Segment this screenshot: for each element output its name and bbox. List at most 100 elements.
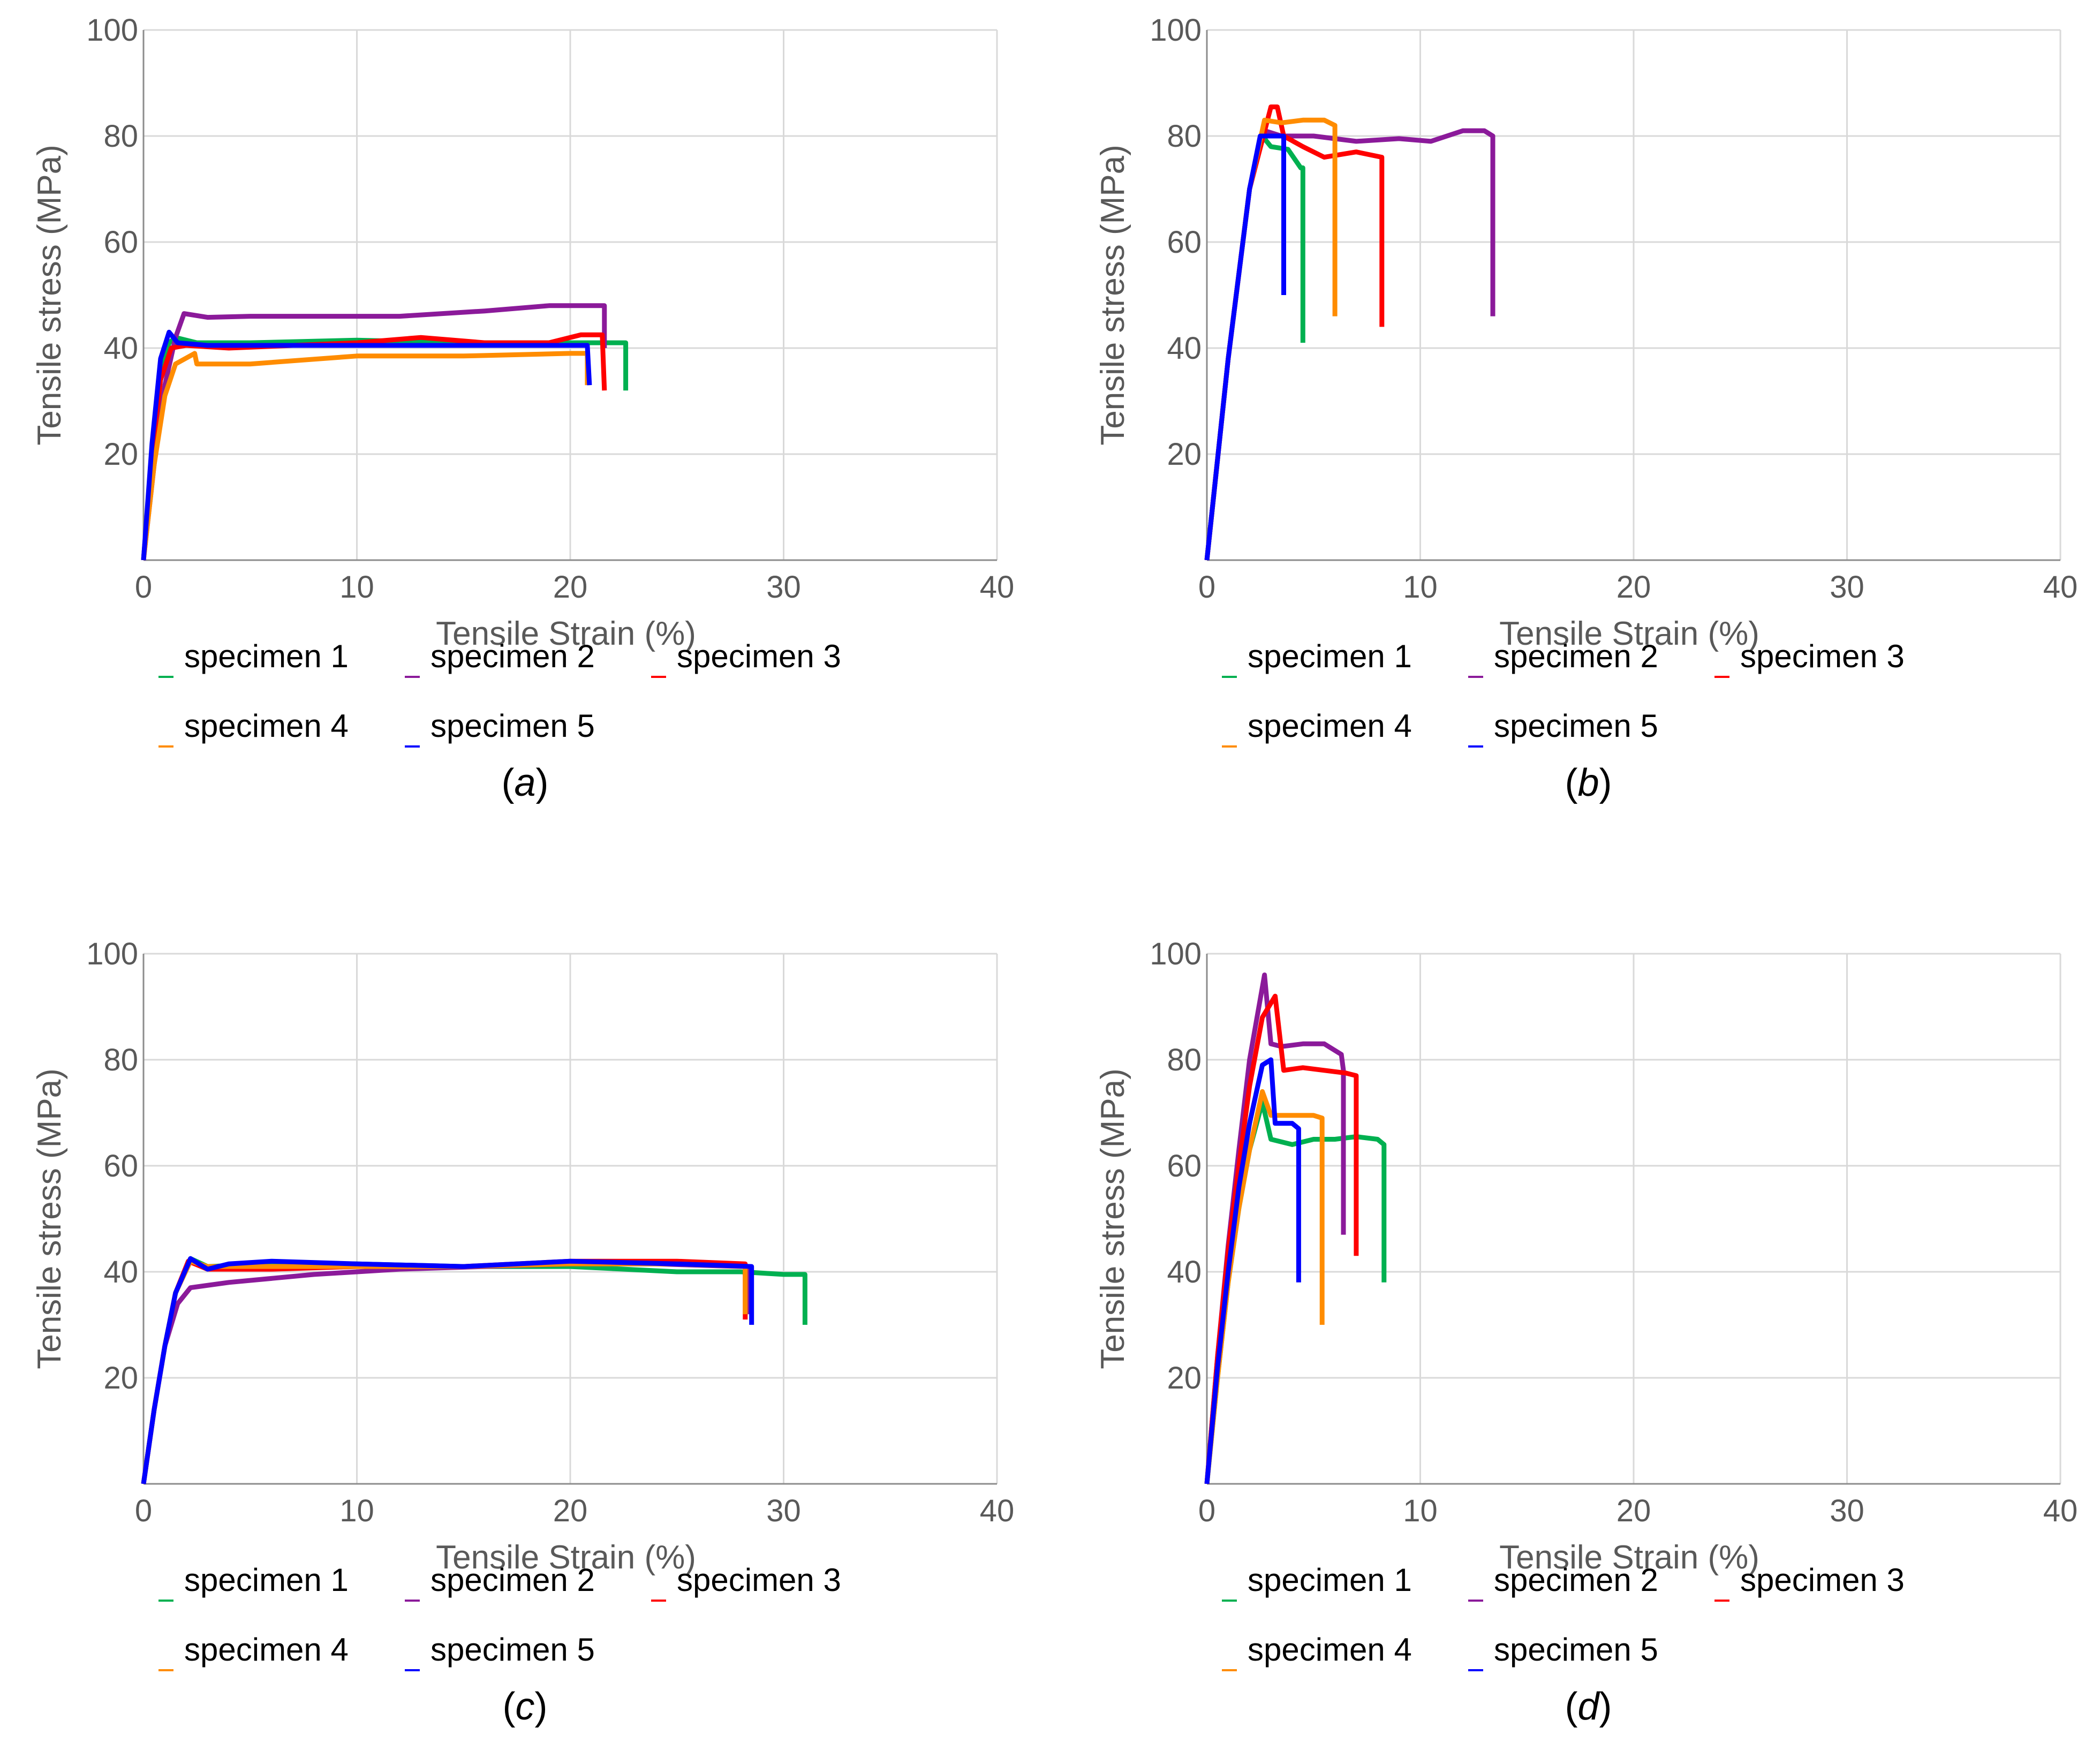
y-tick-label: 80 (1167, 119, 1202, 154)
y-tick-label: 80 (103, 1043, 138, 1077)
legend-label: specimen 5 (1494, 1632, 1658, 1668)
series-line-specimen-3 (141, 332, 607, 561)
series-line-specimen-1 (141, 1256, 807, 1484)
x-tick-label: 10 (339, 570, 374, 605)
legend-item-specimen-3: specimen 3 (651, 1562, 841, 1602)
x-axis-title: Tensile Strain (%) (436, 1539, 696, 1576)
legend-label: specimen 3 (1740, 1562, 1905, 1598)
series-line-specimen-2 (141, 303, 607, 561)
x-tick-label: 40 (2043, 1493, 2078, 1528)
legend-item-specimen-4: specimen 4 (1222, 1632, 1412, 1671)
y-tick-label: 60 (1167, 225, 1202, 260)
series-line-specimen-4 (1204, 117, 1338, 561)
chart-panel-a: 0 10 20 30 40 20 40 60 80 100 Tensile Strain (%) Te… (31, 13, 1014, 804)
legend-item-specimen-2: specimen 2 (405, 638, 595, 678)
x-axis-title: Tensile Strain (%) (1499, 615, 1759, 652)
x-tick-label: 20 (553, 570, 588, 605)
y-tick-label: 20 (103, 437, 138, 472)
legend-item-specimen-2: specimen 2 (405, 1562, 595, 1602)
legend-item-specimen-1: specimen 1 (1222, 1562, 1412, 1602)
y-tick-label: 60 (103, 225, 138, 260)
series-line-specimen-1 (141, 335, 629, 561)
legend-label: specimen 4 (184, 1632, 349, 1668)
x-tick-label: 0 (1198, 1493, 1215, 1528)
y-axis-title: Tensile stress (MPa) (1094, 1068, 1131, 1369)
y-tick-label: 40 (103, 331, 138, 366)
legend-label: specimen 4 (184, 708, 349, 744)
y-tick-label: 100 (1150, 937, 1202, 971)
legend-item-specimen-4: specimen 4 (158, 1632, 349, 1671)
y-tick-label: 100 (86, 13, 138, 48)
y-tick-label: 100 (1150, 13, 1202, 48)
legend-label: specimen 4 (1248, 1632, 1412, 1668)
x-axis-title: Tensile Strain (%) (436, 615, 696, 652)
x-tick-label: 20 (1616, 570, 1651, 605)
y-tick-label: 20 (1167, 437, 1202, 472)
series-line-specimen-5 (1204, 1057, 1301, 1484)
x-tick-label: 10 (1403, 570, 1438, 605)
x-tick-label: 40 (2043, 570, 2078, 605)
x-axis-title: Tensile Strain (%) (1499, 1539, 1759, 1576)
series-line-specimen-4 (141, 351, 590, 561)
legend-item-specimen-3: specimen 3 (1714, 638, 1905, 678)
panel-caption: (a) (502, 761, 549, 804)
x-tick-label: 0 (1198, 570, 1215, 605)
y-tick-label: 80 (1167, 1043, 1202, 1077)
panel-caption: (b) (1565, 761, 1612, 804)
legend-item-specimen-3: specimen 3 (1714, 1562, 1905, 1602)
legend-label: specimen 2 (1494, 1562, 1658, 1598)
chart-panel-c: 0 10 20 30 40 20 40 60 80 100 Tensile Strain (%) Te… (31, 937, 1014, 1728)
y-tick-label: 20 (103, 1361, 138, 1396)
legend-label: specimen 3 (1740, 638, 1905, 674)
legend-item-specimen-1: specimen 1 (1222, 638, 1412, 678)
y-axis-title: Tensile stress (MPa) (31, 1068, 68, 1369)
legend-item-specimen-5: specimen 5 (1468, 1632, 1658, 1671)
x-tick-label: 40 (980, 1493, 1015, 1528)
y-tick-label: 60 (1167, 1149, 1202, 1183)
series-line-specimen-2 (141, 1261, 750, 1484)
x-tick-label: 40 (980, 570, 1015, 605)
y-tick-label: 40 (1167, 331, 1202, 366)
x-tick-label: 10 (339, 1493, 374, 1528)
chart-panel-b: 0 10 20 30 40 20 40 60 80 100 Tensile Strain (%) Te… (1094, 13, 2078, 804)
series-line-specimen-3 (141, 1258, 748, 1484)
y-tick-label: 40 (1167, 1255, 1202, 1289)
legend-item-specimen-4: specimen 4 (1222, 708, 1412, 748)
legend-label: specimen 1 (1248, 1562, 1412, 1598)
x-tick-label: 10 (1403, 1493, 1438, 1528)
legend-item-specimen-1: specimen 1 (158, 1562, 349, 1602)
legend-label: specimen 5 (430, 1632, 595, 1668)
legend-label: specimen 2 (430, 1562, 595, 1598)
x-tick-label: 0 (135, 570, 152, 605)
legend-label: specimen 5 (430, 708, 595, 744)
legend-label: specimen 3 (677, 638, 841, 674)
legend-label: specimen 2 (1494, 638, 1658, 674)
legend-label: specimen 4 (1248, 708, 1412, 744)
series-line-specimen-5 (141, 329, 592, 561)
x-tick-label: 20 (1616, 1493, 1651, 1528)
legend-item-specimen-1: specimen 1 (158, 638, 349, 678)
y-tick-label: 20 (1167, 1361, 1202, 1396)
y-tick-label: 100 (86, 937, 138, 971)
legend-item-specimen-2: specimen 2 (1468, 1562, 1658, 1602)
x-tick-label: 30 (1830, 570, 1864, 605)
y-axis-title: Tensile stress (MPa) (1094, 145, 1131, 446)
x-tick-label: 30 (1830, 1493, 1864, 1528)
legend-item-specimen-5: specimen 5 (405, 708, 595, 748)
series-line-specimen-3 (1204, 993, 1359, 1484)
y-tick-label: 80 (103, 119, 138, 154)
x-tick-label: 0 (135, 1493, 152, 1528)
x-tick-label: 30 (766, 570, 801, 605)
legend-label: specimen 1 (184, 638, 349, 674)
chart-panel-d: 0 10 20 30 40 20 40 60 80 100 Tensile Strain (%) Te… (1094, 937, 2078, 1728)
series-line-specimen-5 (1204, 133, 1286, 561)
panel-caption: (c) (503, 1685, 548, 1728)
legend-label: specimen 1 (1248, 638, 1412, 674)
y-tick-label: 40 (103, 1255, 138, 1289)
y-axis-title: Tensile stress (MPa) (31, 145, 68, 446)
series-line-specimen-5 (141, 1256, 754, 1484)
legend-item-specimen-5: specimen 5 (405, 1632, 595, 1671)
legend-item-specimen-5: specimen 5 (1468, 708, 1658, 748)
legend-label: specimen 5 (1494, 708, 1658, 744)
